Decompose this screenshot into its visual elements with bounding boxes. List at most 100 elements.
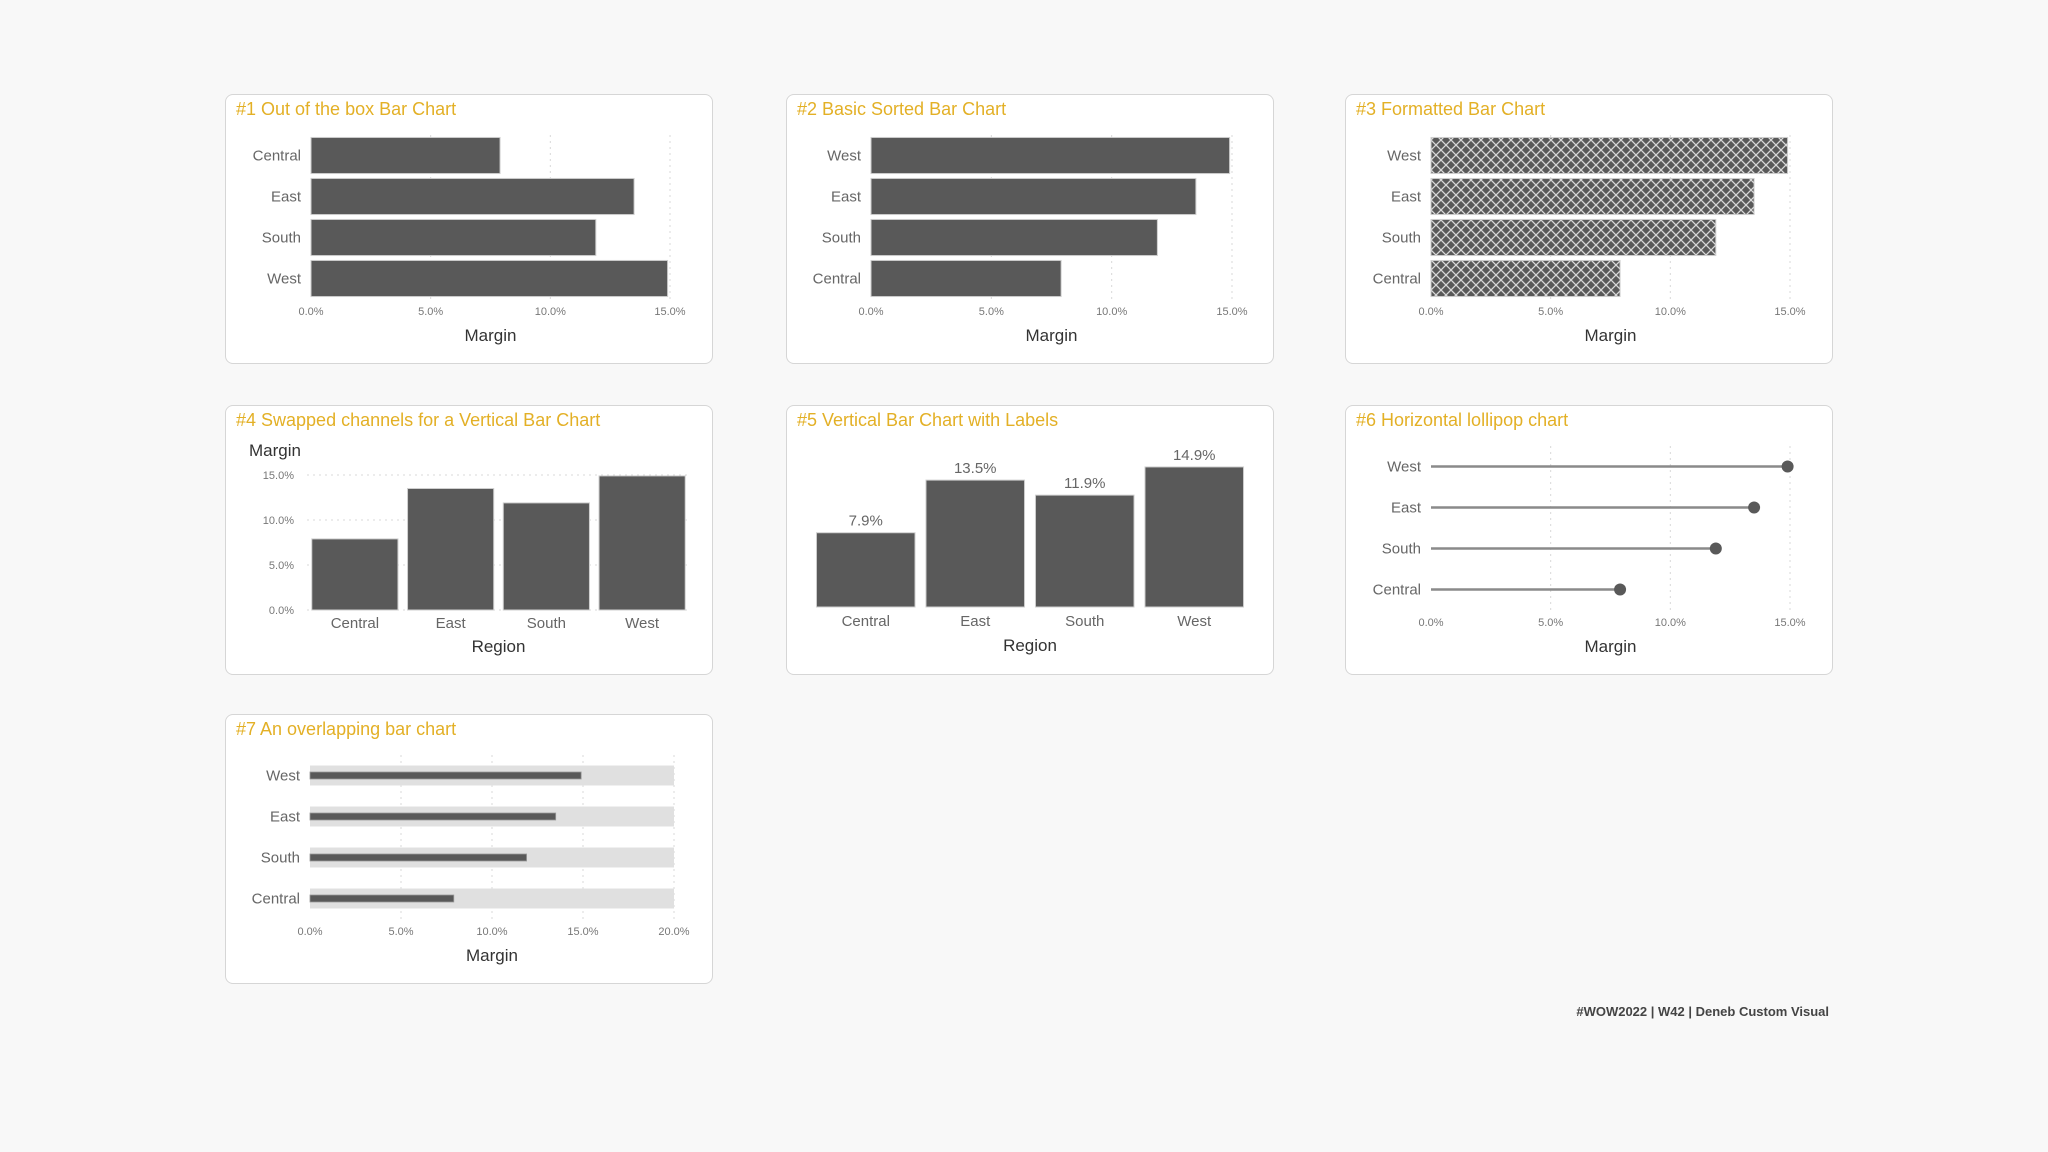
chart-4-svg: 0.0% 5.0% 10.0% 15.0% Margin Region Central Eas…	[249, 441, 690, 656]
y-category-label: Central	[1373, 582, 1421, 599]
bar-central	[815, 532, 916, 608]
chart-7-svg: 0.0% 5.0% 10.0% 15.0% 20.0% Margin West East Sou…	[252, 755, 690, 965]
bar-east	[310, 177, 635, 216]
chart-title: #2 Basic Sorted Bar Chart	[797, 99, 1007, 119]
x-category-label: South	[1065, 613, 1104, 630]
bar-west	[1144, 466, 1245, 608]
bar-south	[309, 853, 527, 862]
x-tick-label: 10.0%	[535, 306, 566, 318]
y-axis-title: Margin	[249, 441, 301, 460]
y-tick-label: 5.0%	[269, 560, 294, 572]
chart-5-svg: Region Central 7.9% East 13.5% South 11.9% West…	[815, 447, 1245, 655]
bar-east	[870, 177, 1197, 216]
x-tick-label: 10.0%	[1655, 617, 1686, 629]
bar-west	[870, 136, 1231, 175]
y-category-label: South	[1382, 230, 1421, 247]
y-category-label: East	[1391, 500, 1422, 517]
y-category-label: East	[270, 809, 301, 826]
x-axis-title: Margin	[1585, 326, 1637, 345]
y-category-label: South	[262, 230, 301, 247]
x-category-label: South	[527, 615, 566, 632]
y-category-label: West	[827, 148, 862, 165]
x-category-label: East	[436, 615, 467, 632]
data-label: 7.9%	[849, 513, 883, 530]
bar-east	[309, 812, 557, 821]
x-axis-title: Margin	[465, 326, 517, 345]
x-tick-label: 5.0%	[388, 926, 413, 938]
bar-east	[407, 488, 495, 611]
bar-west	[309, 771, 582, 780]
y-category-label: Central	[813, 271, 861, 288]
bar-south	[502, 502, 590, 611]
bar-central	[311, 538, 399, 611]
x-tick-label: 0.0%	[1418, 617, 1443, 629]
x-tick-label: 5.0%	[979, 306, 1004, 318]
chart-6-svg: 0.0% 5.0% 10.0% 15.0% Margin West East South Cen…	[1373, 446, 1806, 656]
bar-west	[598, 475, 686, 611]
bar-south	[870, 218, 1158, 257]
chart-title: #7 An overlapping bar chart	[236, 719, 457, 739]
x-tick-label: 0.0%	[1418, 306, 1443, 318]
x-axis-title: Margin	[1585, 637, 1637, 656]
data-label: 11.9%	[1064, 475, 1105, 492]
lollipop-dot-south	[1709, 542, 1722, 555]
y-category-label: East	[1391, 189, 1422, 206]
bar-east	[925, 479, 1026, 608]
x-axis-title: Region	[1003, 636, 1057, 655]
chart-title: #1 Out of the box Bar Chart	[236, 99, 457, 119]
chart-title: #4 Swapped channels for a Vertical Bar C…	[236, 410, 601, 430]
x-tick-label: 0.0%	[858, 306, 883, 318]
lollipop-dot-east	[1748, 501, 1761, 514]
chart-card-4: #4 Swapped channels for a Vertical Bar C…	[225, 405, 713, 675]
y-tick-label: 10.0%	[263, 515, 294, 527]
y-category-label: East	[831, 189, 862, 206]
chart-1-svg: 0.0% 5.0% 10.0% 15.0% Margin Central East South…	[253, 135, 686, 345]
y-category-label: West	[1387, 459, 1422, 476]
x-category-label: West	[625, 615, 660, 632]
x-tick-label: 15.0%	[654, 306, 685, 318]
chart-card-5: #5 Vertical Bar Chart with Labels Region…	[786, 405, 1274, 675]
y-category-label: South	[822, 230, 861, 247]
bar-south	[310, 218, 597, 257]
chart-card-7: #7 An overlapping bar chart 0.0% 5.0% 10.0…	[225, 714, 713, 984]
bar-central	[1430, 259, 1621, 298]
bar-south	[1034, 494, 1135, 608]
x-tick-label: 15.0%	[1216, 306, 1247, 318]
chart-card-6: #6 Horizontal lollipop chart 0.0% 5.0% 10.…	[1345, 405, 1833, 675]
y-category-label: West	[266, 768, 301, 785]
y-category-label: West	[1387, 148, 1422, 165]
y-category-label: South	[261, 850, 300, 867]
x-axis-title: Margin	[1026, 326, 1078, 345]
x-tick-label: 10.0%	[1096, 306, 1127, 318]
chart-card-1: #1 Out of the box Bar Chart 0.0% 5.0% 10.0…	[225, 94, 713, 364]
bar-west	[310, 259, 669, 298]
y-tick-label: 15.0%	[263, 470, 294, 482]
x-axis-title: Region	[472, 637, 526, 656]
x-category-label: Central	[331, 615, 379, 632]
x-tick-label: 15.0%	[1774, 306, 1805, 318]
x-tick-label: 5.0%	[1538, 306, 1563, 318]
x-category-label: Central	[842, 613, 890, 630]
x-tick-label: 15.0%	[567, 926, 598, 938]
background-bar-central	[310, 888, 674, 909]
x-category-label: West	[1177, 613, 1212, 630]
y-category-label: South	[1382, 541, 1421, 558]
chart-card-3: #3 Formatted Bar Chart 0.0% 5.0% 10.0% 15.0…	[1345, 94, 1833, 364]
bar-east	[1430, 177, 1755, 216]
chart-title: #6 Horizontal lollipop chart	[1356, 410, 1569, 430]
bar-west	[1430, 136, 1789, 175]
bar-central	[309, 894, 455, 903]
footer-credit: #WOW2022 | W42 | Deneb Custom Visual	[1576, 1004, 1829, 1019]
chart-card-2: #2 Basic Sorted Bar Chart 0.0% 5.0% 10.0% 1…	[786, 94, 1274, 364]
x-tick-label: 5.0%	[1538, 617, 1563, 629]
x-tick-label: 5.0%	[418, 306, 443, 318]
x-tick-label: 10.0%	[1655, 306, 1686, 318]
x-tick-label: 15.0%	[1774, 617, 1805, 629]
data-label: 14.9%	[1173, 447, 1216, 464]
y-category-label: Central	[1373, 271, 1421, 288]
data-label: 13.5%	[954, 460, 997, 477]
bar-central	[870, 259, 1062, 298]
x-tick-label: 10.0%	[476, 926, 507, 938]
chart-title: #3 Formatted Bar Chart	[1356, 99, 1546, 119]
chart-title: #5 Vertical Bar Chart with Labels	[797, 410, 1059, 430]
